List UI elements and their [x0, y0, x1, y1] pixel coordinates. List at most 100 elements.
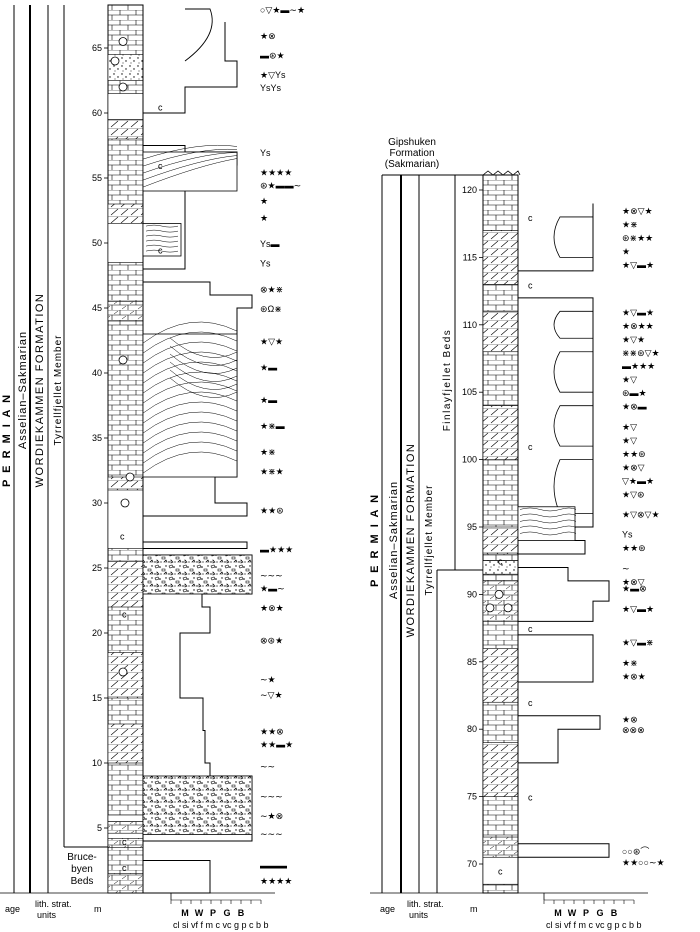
weathering-curve: [553, 310, 593, 339]
footer-m: m: [94, 904, 102, 914]
fossil-symbols: ⊛Ω⋇: [260, 304, 282, 314]
fossil-symbols: ★▽▬★: [622, 260, 654, 270]
right-log: ★★○○∼★○○⊛⌒⊗⊗⊗★⊗★⊗★★⋇★▽▬⋇★▽▬★★▬⊗★⊗▽∼★★⊛Ys…: [381, 170, 665, 894]
texture-profile: [142, 22, 253, 894]
lith-interval: [482, 580, 519, 622]
cover-mark: c: [122, 837, 127, 847]
fossil-symbols: ★▬: [260, 363, 277, 373]
crossbed-line: [142, 144, 238, 160]
depth-label: 105: [462, 387, 477, 397]
text-layer: P E R M I A N Asselian–Sakmarian WORDIEKAM…: [0, 137, 648, 930]
top-unit-label: Formation: [389, 148, 434, 159]
fossil-symbols: ★▽★: [622, 334, 645, 344]
member-label: Tyrrellfjellet Member: [424, 484, 435, 595]
fossil-symbols: ⋇⋇⊛▽★: [622, 348, 660, 358]
crossbed-line: [142, 431, 238, 454]
lower-unit-label: Beds: [71, 876, 94, 887]
crossbed-line: [142, 391, 238, 414]
fossil-symbols: ★⋇★: [260, 467, 284, 477]
oncoid-marker: [118, 82, 128, 92]
footer-m: m: [470, 904, 478, 914]
fossil-symbols: ★▽: [622, 435, 637, 445]
depth-label: 70: [467, 859, 477, 869]
fossil-symbols: ⊛▬★: [622, 388, 647, 398]
laminated-box: [517, 506, 576, 541]
crossbed-line: [142, 361, 238, 384]
fossil-symbols: ○▽★▬∼★: [260, 5, 305, 15]
fossil-symbols: ★★⊛: [622, 449, 646, 459]
fossil-symbols: ∼∼∼: [260, 792, 283, 802]
fossil-symbols: ★⊗: [260, 31, 276, 41]
oncoid-marker: [485, 603, 495, 613]
cover-mark: c: [528, 698, 533, 708]
lith-interval: [107, 873, 144, 894]
footer-lith: units: [409, 910, 429, 920]
fossil-symbols: ★★▬★: [260, 740, 293, 750]
texture-profile: [517, 203, 610, 885]
depth-label: 65: [92, 43, 102, 53]
lamina: [145, 229, 179, 233]
crossbed-line: [142, 331, 238, 354]
depth-label: 115: [463, 252, 477, 262]
footer-lith: lith. strat.: [407, 899, 444, 909]
weathering-curve: [553, 351, 593, 393]
fossil-symbols: ★▽⊗▽★: [622, 510, 660, 520]
fossil-symbols: ∼★: [260, 675, 276, 685]
grain-class-label: G: [596, 908, 603, 918]
fossil-symbols: ★▽▬★: [622, 604, 654, 614]
weathering-curve: [553, 459, 593, 514]
cover-mark: c: [528, 624, 533, 634]
depth-label: 110: [463, 320, 477, 330]
fossil-symbols: ▽★▬★: [622, 476, 654, 486]
footer-age: age: [380, 904, 395, 914]
era-label: P E R M I A N: [369, 493, 381, 587]
top-unit-label: (Sakmarian): [385, 159, 439, 170]
depth-label: 20: [92, 628, 102, 638]
crossbed-line: [142, 451, 238, 474]
depth-label: 95: [467, 522, 477, 532]
fossil-symbols: ★⊗★★: [622, 321, 654, 331]
lith-interval: [107, 723, 144, 764]
footer-lith: units: [37, 910, 57, 920]
depth-label: 80: [467, 724, 477, 734]
fossil-symbols: ★: [260, 196, 268, 206]
fossil-symbols: ★★⊛: [622, 543, 646, 553]
grain-class-label: B: [238, 908, 245, 918]
footer-lith: lith. strat.: [35, 899, 72, 909]
grain-class-label: W: [568, 908, 577, 918]
oncoid-marker: [110, 56, 120, 66]
fossil-symbols: ⊗⊗⊗: [622, 725, 645, 735]
cover-mark: c: [120, 532, 125, 542]
lith-interval: [482, 648, 519, 703]
cover-mark: c: [498, 557, 503, 567]
grain-class-label: W: [195, 908, 204, 918]
fossil-symbols: Ys▬: [260, 239, 280, 249]
fossil-symbols: ⊛⋇★★: [622, 233, 653, 243]
fossil-symbols: ⊗★⋇: [260, 285, 283, 295]
fossil-symbols: ★⋇: [622, 658, 638, 668]
depth-label: 30: [92, 498, 102, 508]
oncoid-marker: [503, 603, 513, 613]
depth-label: 5: [97, 823, 102, 833]
fossil-symbols: ★▽▬★: [622, 307, 654, 317]
depth-label: 100: [462, 455, 477, 465]
lamina: [145, 224, 179, 228]
lamina: [145, 239, 179, 243]
fossil-symbols: ★⋇: [260, 447, 276, 457]
crossbed-line: [142, 351, 238, 374]
crossbed-line: [142, 381, 238, 404]
depth-label: 40: [92, 368, 102, 378]
fossil-symbols: ★▽: [622, 422, 637, 432]
age-label: Asselian–Sakmarian: [388, 481, 400, 599]
crossbed-line: [142, 371, 238, 394]
fossil-symbols: ★★⊗: [260, 727, 284, 737]
member-label: Tyrrellfjellet Member: [53, 334, 64, 445]
depth-label: 60: [92, 108, 102, 118]
oncoid-marker: [494, 590, 504, 599]
crossbed-upper: [142, 151, 238, 192]
weathering-curve: [553, 405, 593, 447]
fossil-symbols: ★▽★: [260, 337, 283, 347]
fossil-symbols: ★: [622, 247, 630, 257]
fossil-symbols: Ys: [622, 530, 633, 540]
cover-mark: c: [528, 442, 533, 452]
